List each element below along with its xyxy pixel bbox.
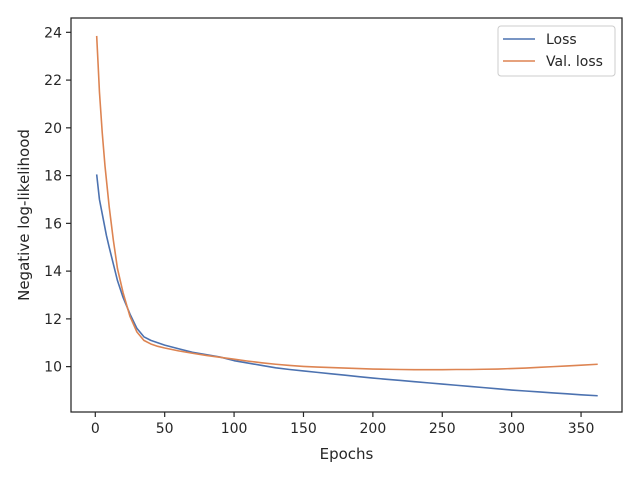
x-tick-label-3: 150 <box>290 421 317 437</box>
y-tick-label-1: 12 <box>44 312 62 328</box>
y-tick-label-6: 22 <box>44 73 62 89</box>
legend: Loss Val. loss <box>497 25 616 77</box>
series-layer <box>95 35 598 397</box>
y-tick-label-2: 14 <box>44 264 62 280</box>
x-tick-label-7: 350 <box>568 421 595 437</box>
x-tick-label-1: 50 <box>156 421 174 437</box>
legend-label-1: Val. loss <box>546 54 603 70</box>
y-tick-label-7: 24 <box>44 25 62 41</box>
x-axis-label: Epochs <box>320 445 374 463</box>
x-tick-label-0: 0 <box>91 421 100 437</box>
y-axis-label: Negative log-likelihood <box>15 129 33 301</box>
x-tick-label-2: 100 <box>221 421 248 437</box>
x-tick-label-5: 250 <box>429 421 456 437</box>
y-tick-label-3: 16 <box>44 216 62 232</box>
y-tick-label-4: 18 <box>44 169 62 185</box>
x-tick-label-6: 300 <box>498 421 525 437</box>
plot-area <box>70 17 623 413</box>
series-line-1 <box>95 35 598 371</box>
y-tick-label-0: 10 <box>44 360 62 376</box>
y-tick-label-5: 20 <box>44 121 62 137</box>
x-axis: 0 50 100 150 200 250 300 350 <box>91 412 595 437</box>
y-axis: 10 12 14 16 18 20 22 24 <box>44 25 71 376</box>
legend-label-0: Loss <box>546 32 577 48</box>
x-tick-label-4: 200 <box>360 421 387 437</box>
